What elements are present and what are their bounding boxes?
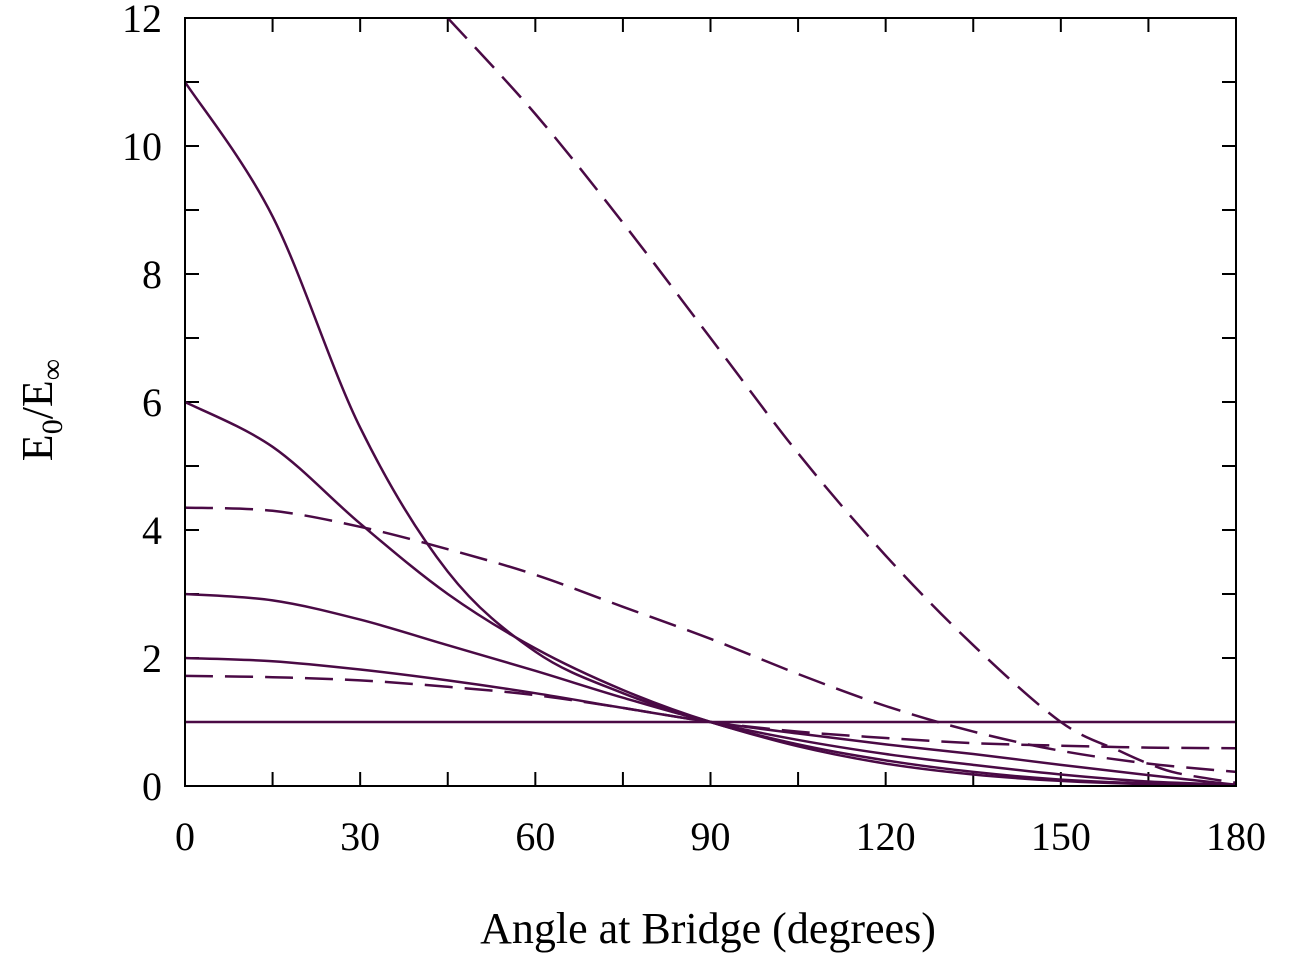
x-axis-title: Angle at Bridge (degrees) — [480, 904, 936, 953]
plot-frame — [184, 17, 1237, 787]
dashed-series-line — [185, 674, 1236, 750]
x-tick-label: 0 — [175, 814, 195, 859]
y-axis-title-sub0: 0 — [36, 419, 69, 434]
x-tick-label: 150 — [1031, 814, 1091, 859]
x-tick-label: 180 — [1206, 814, 1266, 859]
solid-series-line — [185, 592, 1236, 786]
y-tick-labels: 0 2 4 6 8 10 12 — [122, 0, 162, 809]
dashed-series-line — [446, 18, 1236, 785]
x-tick-label: 30 — [340, 814, 380, 859]
series-lines — [185, 18, 1236, 786]
y-tick-label: 10 — [122, 124, 162, 169]
y-tick-label: 12 — [122, 0, 162, 41]
y-tick-label: 6 — [142, 380, 162, 425]
dashed-series-line — [185, 506, 1236, 774]
y-axis-title-sep: /E — [13, 380, 62, 419]
y-tick-label: 2 — [142, 636, 162, 681]
x-tick-label: 120 — [856, 814, 916, 859]
y-axis-title-main: E — [13, 434, 62, 461]
x-tick-label: 90 — [691, 814, 731, 859]
y-axis-title-subinf: ∞ — [36, 359, 69, 380]
y-axis-title: E0/E∞ — [13, 359, 69, 461]
axis-ticks — [184, 17, 1237, 787]
x-tick-labels: 0 30 60 90 120 150 180 — [175, 814, 1266, 859]
y-tick-label: 8 — [142, 252, 162, 297]
y-tick-label: 0 — [142, 764, 162, 809]
x-tick-label: 60 — [515, 814, 555, 859]
solid-series-line — [185, 400, 1236, 786]
y-tick-label: 4 — [142, 508, 162, 553]
solid-series-line — [185, 81, 1236, 786]
